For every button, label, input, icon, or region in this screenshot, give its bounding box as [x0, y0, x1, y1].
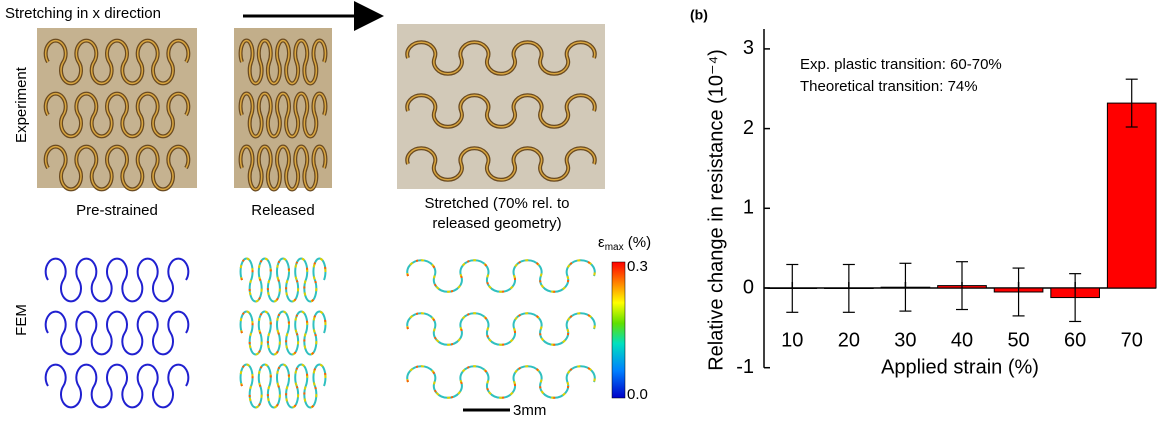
serpentine — [239, 257, 327, 409]
colorbar-subscript: max — [605, 242, 624, 253]
error-bar — [1069, 273, 1082, 323]
error-bar — [1012, 267, 1025, 317]
arrow-text: Stretching in x direction — [5, 5, 161, 22]
panel-label: (b) — [690, 7, 708, 23]
column-label: released geometry) — [432, 215, 561, 232]
serpentine — [239, 39, 327, 191]
x-tick-label: 60 — [1064, 329, 1086, 351]
x-tick-label: 30 — [894, 329, 916, 351]
y-axis-label: Relative change in resistance (10⁻⁴) — [705, 49, 727, 371]
column-label: Stretched (70% rel. to — [424, 195, 569, 212]
error-bar — [786, 263, 799, 313]
error-bar — [842, 263, 855, 313]
y-tick-label: 1 — [743, 197, 754, 219]
panel-b: (b) Relative change in resistance (10⁻⁴)… — [690, 7, 1157, 378]
colorbar-tick: 0.3 — [627, 258, 648, 275]
error-bar — [956, 261, 968, 311]
x-tick-label: 40 — [951, 329, 973, 351]
serpentine — [406, 41, 596, 181]
photo — [37, 28, 197, 188]
x-axis-label: Applied strain (%) — [881, 356, 1039, 378]
serpentine — [406, 259, 596, 399]
scale-bar-label: 3mm — [513, 402, 546, 419]
colorbar-symbol: ε — [598, 234, 605, 251]
x-tick-label: 10 — [781, 329, 803, 351]
photo — [234, 28, 332, 188]
bar — [1106, 102, 1157, 289]
serpentine — [44, 257, 190, 409]
colorbar-unit: (%) — [624, 234, 652, 251]
y-tick-label: -1 — [736, 356, 754, 378]
column-label: Pre-strained — [76, 202, 158, 219]
row-label: Experiment — [13, 66, 30, 143]
x-tick-label: 20 — [838, 329, 860, 351]
panel-a: Stretching in x direction Experiment FEM… — [5, 1, 651, 419]
colorbar-title: εmax (%) — [598, 234, 651, 253]
error-bar — [1125, 78, 1138, 128]
column-label: Released — [251, 202, 314, 219]
photo — [397, 24, 605, 189]
y-tick-label: 0 — [743, 276, 754, 298]
y-tick-label: 3 — [743, 37, 754, 59]
x-tick-label: 50 — [1007, 329, 1029, 351]
error-bar — [899, 262, 912, 312]
serpentine — [239, 257, 327, 409]
x-tick-label: 70 — [1121, 329, 1143, 351]
y-tick-label: 2 — [743, 117, 754, 139]
colorbar-tick: 0.0 — [627, 386, 648, 403]
colorbar — [611, 261, 626, 399]
annotation: Exp. plastic transition: 60-70% — [800, 56, 1002, 73]
serpentine — [44, 39, 190, 191]
annotation: Theoretical transition: 74% — [800, 78, 978, 95]
serpentine — [239, 257, 327, 409]
row-label: FEM — [13, 304, 30, 336]
